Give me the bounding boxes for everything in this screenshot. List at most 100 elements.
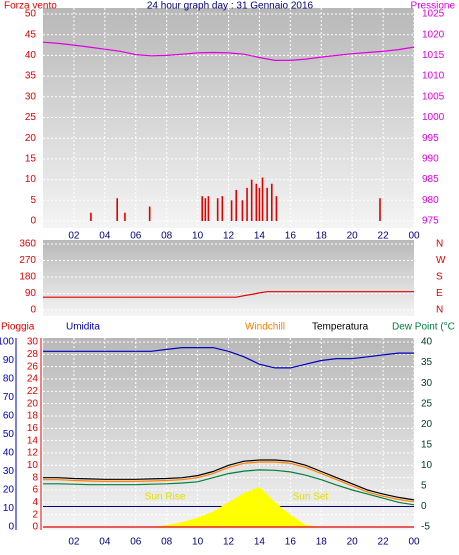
wind-bar bbox=[250, 179, 253, 221]
y2-tick-label: 975 bbox=[422, 216, 439, 227]
y-tick-label: 26 bbox=[27, 361, 39, 372]
wind-bar bbox=[261, 177, 264, 221]
y-tick-label: 8 bbox=[32, 472, 38, 483]
y2-tick-label: 35 bbox=[421, 357, 433, 368]
y-tick-label: 15 bbox=[25, 154, 37, 165]
y-tick-label: 0 bbox=[30, 305, 36, 316]
wind-bar bbox=[235, 189, 238, 221]
x-tick-label: 02 bbox=[68, 231, 80, 242]
y-tick-label: 20 bbox=[25, 133, 37, 144]
y2-tick-label: 25 bbox=[421, 398, 433, 409]
x-tick-label: 12 bbox=[223, 537, 235, 548]
y-tick-label: 45 bbox=[25, 29, 37, 40]
y2-tick-label: S bbox=[436, 272, 443, 283]
y-tick-label: 28 bbox=[27, 349, 39, 360]
y2-tick-label: 10 bbox=[421, 460, 433, 471]
y2-tick-label: 40 bbox=[421, 337, 433, 348]
series-line bbox=[43, 469, 415, 506]
solar-area bbox=[43, 486, 414, 527]
y-tick-label: 20 bbox=[27, 398, 39, 409]
y-tick-label: 10 bbox=[25, 174, 37, 185]
wind-bar bbox=[275, 196, 278, 221]
wind-bar bbox=[221, 196, 224, 221]
wind-bar bbox=[116, 198, 118, 221]
y-tick-label: 14 bbox=[27, 435, 39, 446]
x-tick-label: 18 bbox=[316, 537, 328, 548]
y-tick-label: 24 bbox=[27, 374, 39, 385]
legend-entry: Dew Point (°C bbox=[392, 322, 455, 333]
y3-tick-label: 40 bbox=[3, 448, 15, 459]
wind-bar bbox=[90, 212, 92, 221]
wind-bar bbox=[124, 212, 126, 221]
y-tick-label: 6 bbox=[32, 485, 38, 496]
wind-bar bbox=[230, 200, 233, 221]
y2-tick-label: W bbox=[436, 255, 446, 266]
x-tick-label: 10 bbox=[192, 231, 204, 242]
y2-tick-label: 1000 bbox=[422, 112, 445, 123]
wind-bar bbox=[379, 198, 381, 221]
y2-tick-label: -5 bbox=[421, 522, 430, 533]
y3-tick-label: 0 bbox=[8, 522, 14, 533]
y-tick-label: 12 bbox=[27, 448, 39, 459]
y3-tick-label: 10 bbox=[3, 503, 15, 514]
x-tick-label: 16 bbox=[285, 537, 297, 548]
x-tick-label: 10 bbox=[192, 537, 204, 548]
y-tick-label: 40 bbox=[25, 50, 37, 61]
x-tick-label: 04 bbox=[99, 537, 111, 548]
y-tick-label: 35 bbox=[25, 71, 37, 82]
y2-tick-label: 1005 bbox=[422, 91, 445, 102]
y2-tick-label: 15 bbox=[421, 439, 433, 450]
y2-tick-label: 980 bbox=[422, 195, 439, 206]
y2-label: Pressione bbox=[411, 1, 456, 12]
legend-entry: Temperatura bbox=[312, 322, 369, 333]
x-tick-label: 20 bbox=[347, 231, 359, 242]
y2-tick-label: 995 bbox=[422, 133, 439, 144]
x-tick-label: 14 bbox=[254, 537, 266, 548]
series-line bbox=[43, 291, 414, 298]
wind-bar bbox=[266, 187, 268, 221]
wind-bar bbox=[246, 187, 248, 221]
y-tick-label: 10 bbox=[27, 460, 39, 471]
y3-tick-label: 70 bbox=[3, 392, 15, 403]
y-label: Forza vento bbox=[4, 1, 57, 12]
x-tick-label: 16 bbox=[285, 231, 297, 242]
y2-tick-label: E bbox=[436, 288, 443, 299]
y-tick-label: 360 bbox=[19, 239, 36, 250]
y2-tick-label: 1020 bbox=[422, 29, 445, 40]
wind-bar bbox=[241, 200, 244, 221]
y-tick-label: 0 bbox=[32, 522, 38, 533]
annotation: Sun Rise bbox=[145, 492, 186, 503]
series-line bbox=[42, 41, 415, 61]
series-line bbox=[43, 461, 415, 503]
x-tick-label: 00 bbox=[408, 231, 420, 242]
x-tick-label: 08 bbox=[161, 231, 173, 242]
x-tick-label: 18 bbox=[316, 231, 328, 242]
y2-tick-label: 5 bbox=[421, 481, 427, 492]
y-tick-label: 25 bbox=[25, 112, 37, 123]
y-tick-label: 90 bbox=[25, 288, 37, 299]
title: 24 hour graph day : 31 Gennaio 2016 bbox=[147, 1, 314, 12]
x-tick-label: 06 bbox=[130, 537, 142, 548]
wind-bar bbox=[258, 187, 261, 221]
x-tick-label: 06 bbox=[130, 231, 142, 242]
x-tick-label: 20 bbox=[347, 537, 359, 548]
wind-bar bbox=[148, 206, 151, 221]
y-tick-label: 16 bbox=[27, 423, 39, 434]
y-tick-label: 22 bbox=[27, 386, 39, 397]
wind-bar bbox=[216, 198, 219, 221]
y2-tick-label: 1015 bbox=[422, 50, 445, 61]
y2-tick-label: 1010 bbox=[422, 71, 445, 82]
panel-direction-bg bbox=[43, 240, 414, 316]
y-label: Pioggia bbox=[1, 322, 35, 333]
annotation: Sun Set bbox=[293, 492, 329, 503]
y-tick-label: 2 bbox=[32, 509, 38, 520]
series-line bbox=[43, 347, 414, 369]
y-tick-label: 50 bbox=[25, 9, 37, 20]
y3-tick-label: 60 bbox=[3, 411, 15, 422]
legend-entry: Umidita bbox=[66, 322, 100, 333]
wind-bar bbox=[201, 196, 204, 221]
y2-tick-label: 1025 bbox=[422, 9, 445, 20]
wind-bar bbox=[207, 196, 210, 221]
x-tick-label: 12 bbox=[223, 231, 235, 242]
